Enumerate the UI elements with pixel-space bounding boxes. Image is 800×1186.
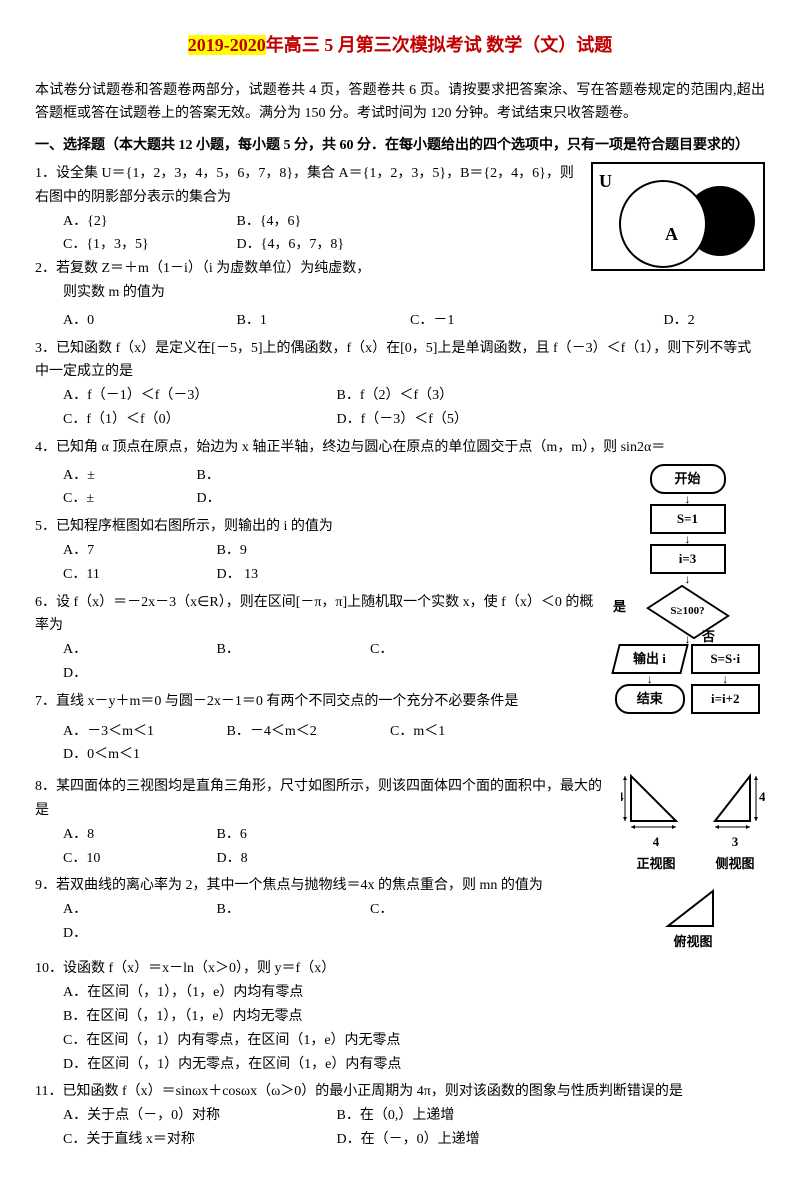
q8-opts1: A．8 B．6 — [35, 823, 765, 847]
q6-opt-d: D． — [63, 662, 87, 686]
q4-opt-b: B． — [197, 464, 220, 488]
q5-opts2: C．11 D． 13 — [35, 563, 765, 587]
q5-opt-d: D． 13 — [217, 563, 259, 587]
q10-opt-c: C．在区间（，1）内有零点，在区间（1，e）内无零点 — [35, 1029, 765, 1053]
q3-opts1: A．f（－1）＜f（－3） B．f（2）＜f（3） — [35, 384, 765, 408]
q2-opts: A．0 B．1 C．－1 D．2 — [35, 309, 765, 333]
q8-opt-d: D．8 — [217, 847, 248, 871]
intro-text: 本试卷分试题卷和答题卷两部分，试题卷共 4 页，答题卷共 6 页。请按要求把答案… — [35, 79, 765, 127]
q11-text: 11．已知函数 f（x）＝sinωx＋cosωx（ω＞0）的最小正周期为 4π，… — [35, 1080, 765, 1104]
question-5: 5．已知程序框图如右图所示，则输出的 i 的值为 A．7 B．9 C．11 D．… — [35, 515, 765, 586]
q7-opt-d: D．0＜m＜1 — [63, 743, 140, 767]
q6-text: 6．设 f（x）＝－2x－3（x∈R），则在区间[－π，π]上随机取一个实数 x… — [35, 591, 765, 639]
q6-opt-a: A． — [63, 638, 183, 662]
question-11: 11．已知函数 f（x）＝sinωx＋cosωx（ω＞0）的最小正周期为 4π，… — [35, 1080, 765, 1151]
q7-text: 7．直线 x－y＋m＝0 与圆－2x－1＝0 有两个不同交点的一个充分不必要条件… — [35, 690, 765, 714]
q5-text: 5．已知程序框图如右图所示，则输出的 i 的值为 — [35, 515, 765, 539]
q4-text: 4．已知角 α 顶点在原点，始边为 x 轴正半轴，终边与圆心在原点的单位圆交于点… — [35, 436, 765, 460]
q7-opt-c: C．m＜1 — [390, 720, 560, 744]
section1-head: 一、选择题（本大题共 12 小题，每小题 5 分，共 60 分．在每小题给出的四… — [35, 134, 765, 158]
question-8: 8．某四面体的三视图均是直角三角形，尺寸如图所示，则该四面体四个面的面积中，最大… — [35, 775, 765, 870]
question-9: 9．若双曲线的离心率为 2，其中一个焦点与抛物线＝4x 的焦点重合，则 mn 的… — [35, 874, 765, 945]
question-4: 4．已知角 α 顶点在原点，始边为 x 轴正半轴，终边与圆心在原点的单位圆交于点… — [35, 436, 765, 460]
q3-text: 3．已知函数 f（x）是定义在[－5，5]上的偶函数，f（x）在[0，5]上是单… — [35, 337, 765, 385]
q1-opt-b: B．{4，6} — [237, 210, 302, 234]
page-title: 2019-2020年高三 5 月第三次模拟考试 数学（文）试题 — [35, 30, 765, 61]
q8-opts2: C．10 D．8 — [35, 847, 765, 871]
q8-opt-b: B．6 — [217, 823, 247, 847]
q2-opt-c: C．－1 — [410, 309, 630, 333]
q3-opt-c: C．f（1）＜f（0） — [63, 408, 303, 432]
q10-opt-d: D．在区间（，1）内无零点，在区间（1，e）内有零点 — [35, 1053, 765, 1077]
q1-opt-d: D．{4，6，7，8} — [237, 233, 345, 257]
q3-opt-a: A．f（－1）＜f（－3） — [63, 384, 303, 408]
q9-text: 9．若双曲线的离心率为 2，其中一个焦点与抛物线＝4x 的焦点重合，则 mn 的… — [35, 874, 765, 898]
q5-opts1: A．7 B．9 — [35, 539, 765, 563]
q3-opt-b: B．f（2）＜f（3） — [337, 384, 454, 408]
question-1: U A 1．设全集 U＝{1，2，3，4，5，6，7，8}，集合 A＝{1，2，… — [35, 162, 765, 305]
venn-u-label: U — [599, 166, 612, 197]
q4-opt-c: C．± — [63, 487, 163, 511]
venn-a-label: A — [665, 219, 678, 250]
q10-text: 10．设函数 f（x）＝x－ln（x＞0），则 y＝f（x） — [35, 957, 765, 981]
q1-opt-c: C．{1，3，5} — [63, 233, 203, 257]
q2-opt-b: B．1 — [237, 309, 377, 333]
q5-opt-c: C．11 — [63, 563, 183, 587]
q2-opt-a: A．0 — [63, 309, 203, 333]
fc-start: 开始 — [650, 464, 726, 494]
q3-opts2: C．f（1）＜f（0） D．f（－3）＜f（5） — [35, 408, 765, 432]
q11-opts1: A．关于点（－，0）对称 B．在（0,）上递增 — [35, 1104, 765, 1128]
q9-opt-d: D． — [63, 922, 87, 946]
q2-sub: 则实数 m 的值为 — [35, 281, 765, 305]
q8-opt-a: A．8 — [63, 823, 183, 847]
q6-opt-b: B． — [217, 638, 337, 662]
title-highlight: 2019-2020 — [188, 35, 266, 55]
question-10: 10．设函数 f（x）＝x－ln（x＞0），则 y＝f（x） A．在区间（，1）… — [35, 957, 765, 1076]
q1-opt-a: A．{2} — [63, 210, 203, 234]
arrow-icon: ↓ — [615, 494, 760, 504]
q9-opt-c: C． — [370, 898, 540, 922]
q11-opt-b: B．在（0,）上递增 — [337, 1104, 455, 1128]
venn-diagram: U A — [591, 162, 765, 271]
q8-opt-c: C．10 — [63, 847, 183, 871]
question-6: 6．设 f（x）＝－2x－3（x∈R），则在区间[－π，π]上随机取一个实数 x… — [35, 591, 765, 686]
q11-opt-a: A．关于点（－，0）对称 — [63, 1104, 303, 1128]
q9-opt-a: A． — [63, 898, 183, 922]
q9-opts: A． B． C． D． — [35, 898, 765, 946]
q2-opt-d: D．2 — [664, 309, 695, 333]
q7-opt-a: A．－3＜m＜1 — [63, 720, 193, 744]
q4-opt-a: A．± — [63, 464, 163, 488]
q9-opt-b: B． — [217, 898, 337, 922]
q4-opt-d: D． — [197, 487, 221, 511]
q10-opt-a: A．在区间（，1），（1，e）内均有零点 — [35, 981, 765, 1005]
q3-opt-d: D．f（－3）＜f（5） — [337, 408, 468, 432]
venn-set-a — [619, 180, 707, 268]
q5-opt-a: A．7 — [63, 539, 183, 563]
question-7: 7．直线 x－y＋m＝0 与圆－2x－1＝0 有两个不同交点的一个充分不必要条件… — [35, 690, 765, 767]
q5-opt-b: B．9 — [217, 539, 247, 563]
q8-text: 8．某四面体的三视图均是直角三角形，尺寸如图所示，则该四面体四个面的面积中，最大… — [35, 775, 765, 823]
question-3: 3．已知函数 f（x）是定义在[－5，5]上的偶函数，f（x）在[0，5]上是单… — [35, 337, 765, 432]
q6-opts: A． B． C． D． — [35, 638, 765, 686]
title-red: 年高三 5 月第三次模拟考试 数学（文）试题 — [266, 35, 613, 55]
q6-opt-c: C． — [370, 638, 520, 662]
q7-opt-b: B．－4＜m＜2 — [227, 720, 357, 744]
q10-opt-b: B．在区间（，1），（1，e）内均无零点 — [35, 1005, 765, 1029]
q7-opts: A．－3＜m＜1 B．－4＜m＜2 C．m＜1 D．0＜m＜1 — [35, 720, 765, 768]
